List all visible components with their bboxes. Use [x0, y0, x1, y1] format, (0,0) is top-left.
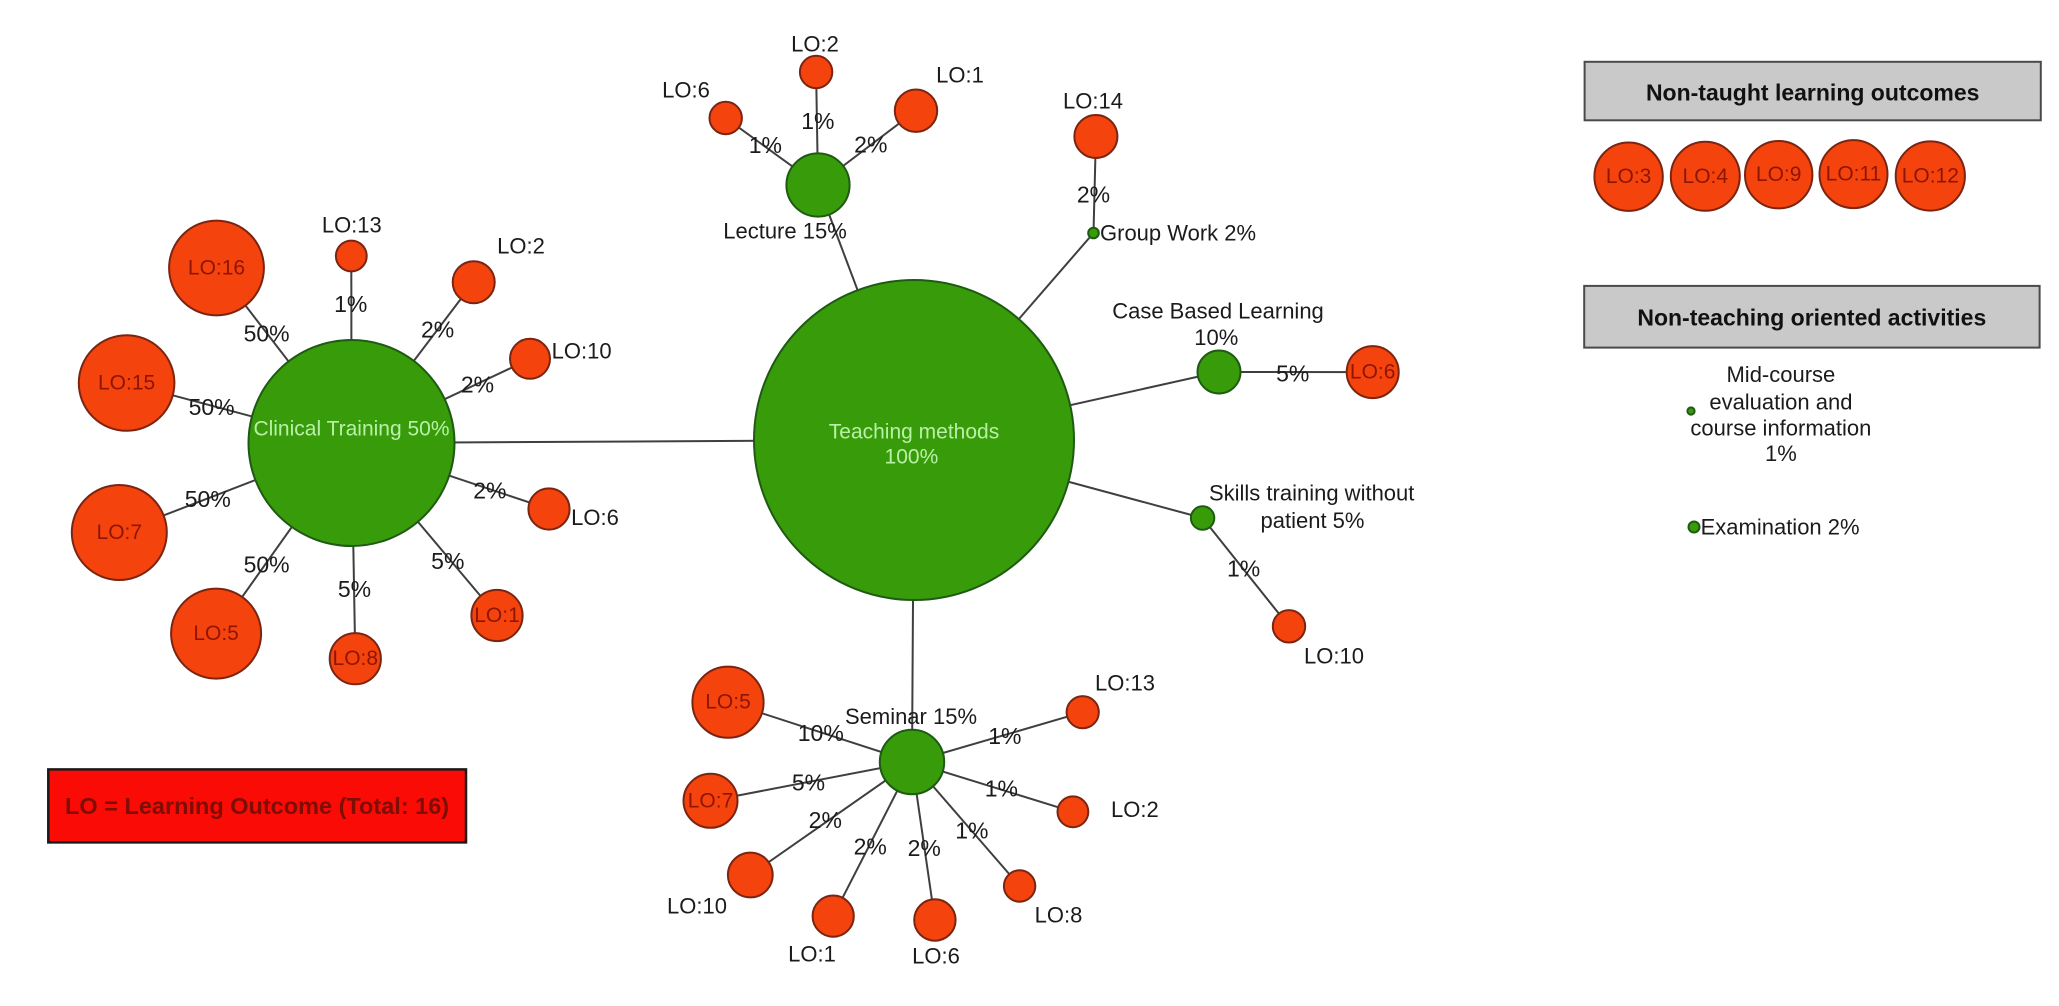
svg-text:5%: 5%	[792, 770, 825, 796]
svg-text:LO:7: LO:7	[97, 521, 143, 544]
svg-text:LO:5: LO:5	[705, 691, 751, 714]
svg-text:LO:12: LO:12	[1902, 165, 1959, 188]
svg-text:10%: 10%	[798, 720, 844, 746]
svg-text:Group Work 2%: Group Work 2%	[1100, 221, 1256, 246]
svg-text:Teaching methods: Teaching methods	[829, 420, 999, 443]
svg-text:patient 5%: patient 5%	[1261, 508, 1365, 533]
svg-text:Case Based Learning: Case Based Learning	[1112, 299, 1324, 324]
svg-text:LO:2: LO:2	[497, 234, 545, 259]
svg-text:Clinical Training 50%: Clinical Training 50%	[253, 418, 449, 441]
svg-text:Skills training without: Skills training without	[1209, 481, 1414, 506]
svg-text:2%: 2%	[809, 807, 842, 833]
svg-text:1%: 1%	[985, 776, 1018, 802]
svg-text:50%: 50%	[189, 394, 235, 420]
svg-text:LO:11: LO:11	[1826, 163, 1882, 186]
svg-text:1%: 1%	[1227, 556, 1260, 582]
svg-text:LO:10: LO:10	[1304, 644, 1364, 669]
svg-text:LO:2: LO:2	[791, 32, 839, 57]
svg-text:Mid-course: Mid-course	[1726, 362, 1835, 387]
svg-text:50%: 50%	[185, 486, 231, 512]
svg-text:LO:1: LO:1	[474, 604, 520, 627]
svg-text:2%: 2%	[421, 316, 454, 342]
svg-text:LO:15: LO:15	[98, 372, 155, 395]
svg-text:5%: 5%	[1276, 361, 1309, 387]
svg-text:2%: 2%	[854, 833, 887, 859]
svg-text:LO:10: LO:10	[552, 339, 612, 364]
svg-text:1%: 1%	[955, 818, 988, 844]
svg-text:LO:10: LO:10	[667, 894, 727, 919]
svg-text:LO:13: LO:13	[1095, 671, 1155, 696]
svg-text:LO:7: LO:7	[688, 789, 734, 812]
svg-text:2%: 2%	[1077, 181, 1110, 207]
svg-text:50%: 50%	[244, 552, 290, 578]
svg-text:LO:9: LO:9	[1756, 163, 1802, 186]
svg-text:LO:4: LO:4	[1683, 165, 1729, 188]
svg-text:LO:13: LO:13	[322, 213, 382, 238]
svg-text:Non-teaching oriented activiti: Non-teaching oriented activities	[1637, 305, 1986, 331]
svg-text:2%: 2%	[473, 478, 506, 504]
svg-text:1%: 1%	[334, 291, 367, 317]
svg-text:2%: 2%	[461, 371, 494, 397]
svg-text:LO:16: LO:16	[188, 257, 245, 280]
svg-text:1%: 1%	[1765, 441, 1797, 466]
svg-text:LO:8: LO:8	[333, 647, 379, 670]
svg-text:LO:6: LO:6	[571, 505, 619, 530]
svg-text:LO:1: LO:1	[936, 63, 984, 88]
svg-text:Seminar 15%: Seminar 15%	[845, 704, 977, 729]
svg-text:1%: 1%	[749, 132, 782, 158]
svg-text:LO:3: LO:3	[1606, 165, 1652, 188]
svg-text:100%: 100%	[885, 445, 939, 468]
svg-text:LO:1: LO:1	[788, 942, 836, 967]
svg-text:Non-taught learning outcomes: Non-taught learning outcomes	[1646, 80, 1980, 106]
svg-text:LO:5: LO:5	[193, 622, 239, 645]
svg-text:5%: 5%	[431, 548, 464, 574]
svg-text:LO:14: LO:14	[1063, 89, 1123, 114]
svg-text:LO:2: LO:2	[1111, 797, 1159, 822]
svg-text:LO:6: LO:6	[662, 78, 710, 103]
svg-text:2%: 2%	[908, 835, 941, 861]
svg-text:50%: 50%	[244, 321, 290, 347]
svg-text:10%: 10%	[1194, 325, 1238, 350]
svg-text:LO = Learning Outcome (Total:: LO = Learning Outcome (Total: 16)	[65, 793, 449, 819]
svg-text:LO:6: LO:6	[1350, 361, 1396, 384]
svg-text:1%: 1%	[801, 108, 834, 134]
svg-text:5%: 5%	[338, 576, 371, 602]
svg-text:LO:6: LO:6	[912, 944, 960, 969]
svg-text:Lecture 15%: Lecture 15%	[723, 219, 847, 244]
svg-text:2%: 2%	[854, 131, 887, 157]
svg-text:LO:8: LO:8	[1035, 903, 1083, 928]
svg-text:1%: 1%	[988, 723, 1021, 749]
svg-text:Examination 2%: Examination 2%	[1701, 515, 1860, 540]
svg-text:evaluation and: evaluation and	[1709, 389, 1852, 414]
svg-text:course information: course information	[1690, 415, 1871, 440]
